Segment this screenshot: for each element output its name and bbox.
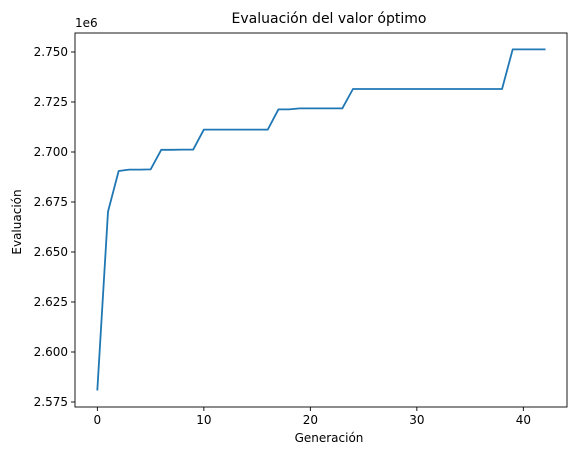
- y-tick-label: 2.600: [34, 345, 68, 359]
- y-tick-label: 2.750: [34, 45, 68, 59]
- x-tick-label: 0: [94, 413, 102, 427]
- y-tick-label: 2.650: [34, 245, 68, 259]
- plot-area: 0 10 20 30 40 2.575 2.600 2.625 2.650 2.675 2.700 2…: [34, 32, 568, 427]
- x-tick-label: 20: [303, 413, 318, 427]
- x-tick-label: 30: [409, 413, 424, 427]
- axes-frame: [74, 32, 568, 408]
- chart-title: Evaluación del valor óptimo: [232, 11, 427, 27]
- y-tick-label: 2.700: [34, 145, 68, 159]
- x-tick-label: 40: [516, 413, 531, 427]
- y-axis-offset-label: 1e6: [75, 16, 98, 30]
- y-tick-label: 2.575: [34, 395, 68, 409]
- y-tick-label: 2.625: [34, 295, 68, 309]
- y-tick-label: 2.675: [34, 195, 68, 209]
- y-tick-label: 2.725: [34, 95, 68, 109]
- x-axis-label: Generación: [295, 431, 364, 445]
- y-axis-label: Evaluación: [10, 189, 24, 254]
- series-line-0: [96, 48, 546, 391]
- x-tick-label: 10: [196, 413, 211, 427]
